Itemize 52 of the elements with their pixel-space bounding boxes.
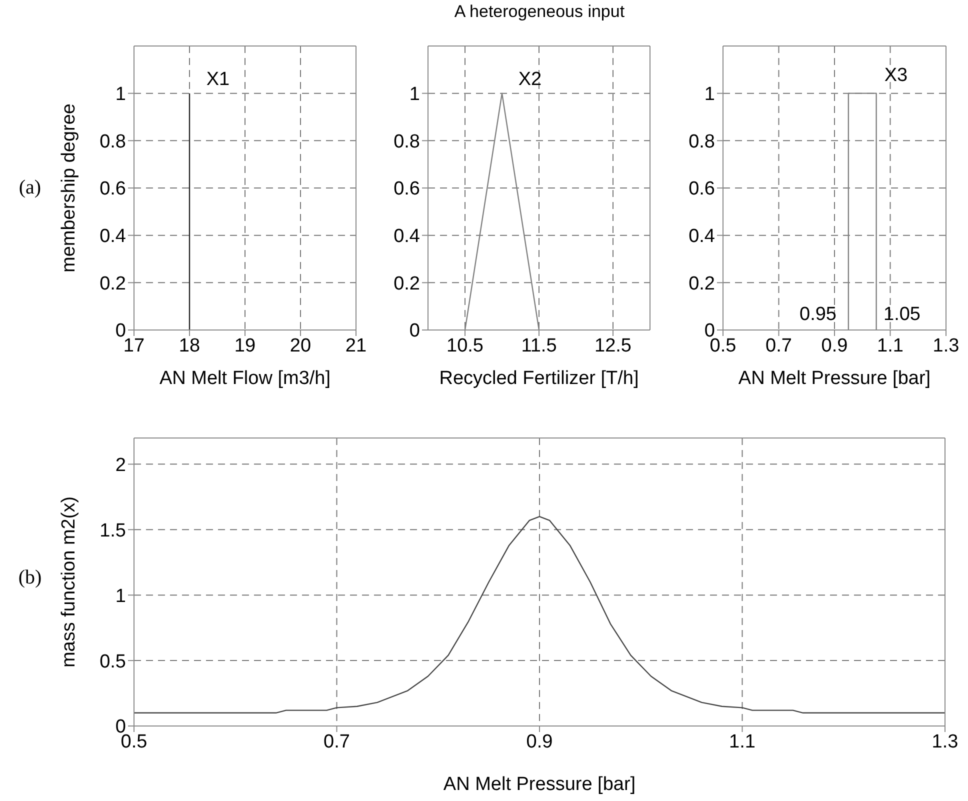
x-axis-title: AN Melt Pressure [bar] bbox=[443, 774, 636, 795]
y-tick-label: 0.2 bbox=[688, 273, 715, 294]
annotation: 1.05 bbox=[884, 304, 920, 326]
x-tick-label: 19 bbox=[234, 335, 256, 356]
y-tick-label: 0 bbox=[409, 320, 420, 342]
y-tick-label: 1.5 bbox=[100, 520, 126, 542]
y-tick-label: 0.6 bbox=[688, 178, 715, 200]
text: (a) bbox=[18, 176, 42, 200]
y-tick-label: 0.4 bbox=[394, 226, 420, 248]
x-tick-label: 0.7 bbox=[766, 335, 792, 356]
y-tick-label: 0.4 bbox=[688, 226, 716, 248]
x-tick-label: 21 bbox=[345, 335, 367, 356]
y-tick-label: 0.6 bbox=[100, 178, 126, 200]
y-tick-label: 0.8 bbox=[688, 131, 715, 152]
x-tick-label: 0.9 bbox=[526, 731, 553, 752]
y-tick-label: 0 bbox=[115, 320, 126, 342]
y-tick-label: 0.2 bbox=[394, 273, 420, 294]
y-tick-label: 0.8 bbox=[100, 131, 126, 152]
x-tick-label: 12.5 bbox=[594, 335, 632, 356]
y-tick-label: 0.4 bbox=[100, 226, 126, 248]
x-axis-title: AN Melt Pressure [bar] bbox=[738, 368, 931, 389]
x-tick-label: 18 bbox=[178, 335, 200, 356]
annotation: 0.95 bbox=[800, 304, 836, 326]
x-axis-title: Recycled Fertilizer [T/h] bbox=[439, 368, 639, 389]
annotation: X1 bbox=[206, 69, 230, 91]
x-tick-label: 11.5 bbox=[521, 335, 557, 356]
x-tick-label: 1.3 bbox=[932, 335, 960, 356]
y-tick-label: 2 bbox=[115, 454, 126, 476]
annotation: X2 bbox=[518, 69, 542, 91]
chart-title: A heterogeneous input bbox=[453, 2, 626, 22]
y-axis-title: mass function m2(x) bbox=[58, 496, 80, 668]
x-tick-label: 1.1 bbox=[729, 731, 756, 752]
y-tick-label: 1 bbox=[704, 84, 715, 106]
x-tick-label: 17 bbox=[123, 335, 145, 356]
y-tick-label: 1 bbox=[115, 84, 126, 106]
y-tick-label: 0.6 bbox=[394, 178, 420, 200]
x-tick-label: 0.7 bbox=[324, 731, 350, 752]
x-tick-label: 1.3 bbox=[932, 731, 958, 752]
x-tick-label: 1.1 bbox=[877, 335, 904, 356]
annotation: X3 bbox=[884, 65, 908, 87]
y-tick-label: 0.2 bbox=[100, 273, 126, 294]
line-series bbox=[134, 516, 945, 714]
x-tick-label: 10.5 bbox=[446, 335, 484, 356]
text: (b) bbox=[18, 566, 42, 590]
x-tick-label: 20 bbox=[290, 335, 312, 356]
y-tick-label: 1 bbox=[409, 84, 420, 106]
x-axis-title: AN Melt Flow [m3/h] bbox=[159, 368, 331, 389]
y-tick-label: 0.5 bbox=[100, 651, 126, 672]
y-tick-label: 1 bbox=[115, 586, 126, 607]
y-tick-label: 0.8 bbox=[394, 131, 420, 152]
x-tick-label: 0.9 bbox=[821, 335, 848, 356]
y-axis-title: membership degree bbox=[58, 104, 80, 272]
